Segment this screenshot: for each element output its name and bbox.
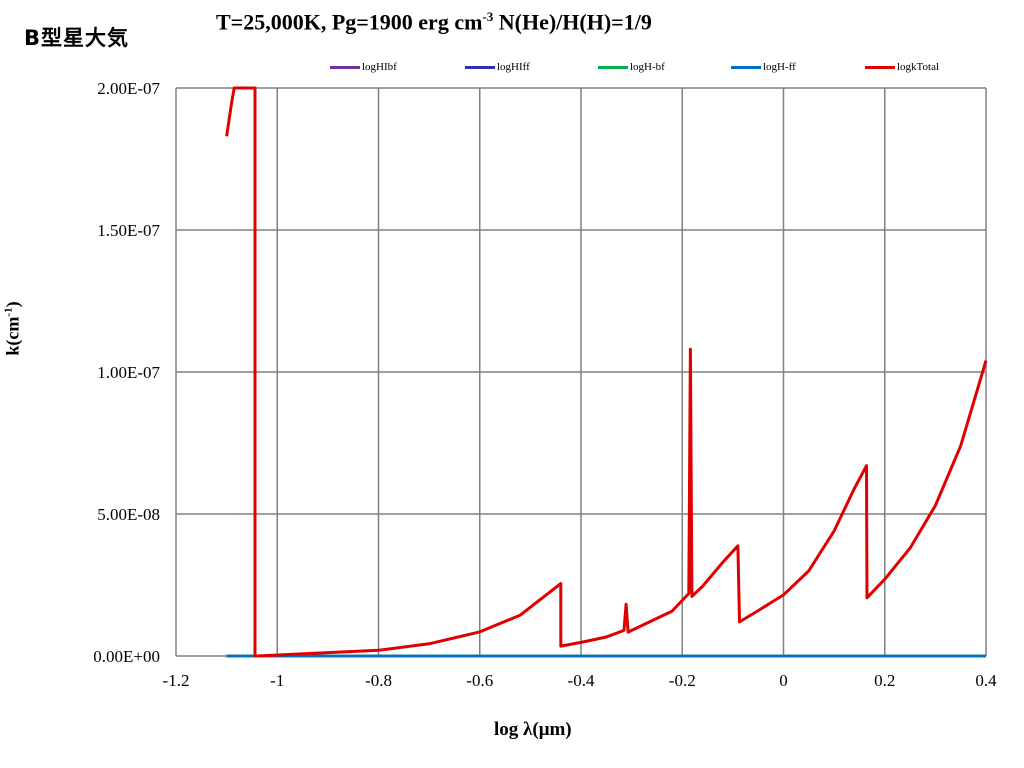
legend-label-loghbf: logH-bf [630, 61, 665, 73]
tick-labels: -1.2 -1 -0.8 -0.6 -0.4 -0.2 0 0.2 0.4 0.00E+00 5.0… [93, 79, 997, 690]
legend-swatch-loghiff [465, 65, 495, 69]
x-tick-label: 0.4 [975, 671, 997, 690]
x-tick-label: 0 [779, 671, 788, 690]
legend: logHIbf logHIff logH-bf logH-ff logkTota… [330, 61, 990, 75]
legend-swatch-loghibf [330, 65, 360, 69]
legend-swatch-loghbf [598, 65, 628, 69]
x-tick-label: -0.8 [365, 671, 392, 690]
legend-item-loghibf: logHIbf [330, 61, 397, 73]
x-tick-label: -1.2 [163, 671, 190, 690]
title-main: T=25,000K, Pg=1900 erg cm [216, 9, 483, 35]
side-label: B型星大気 [24, 26, 130, 50]
legend-swatch-loghff [731, 65, 761, 69]
y-tick-label: 5.00E-08 [97, 505, 160, 524]
y-tick-label: 1.00E-07 [97, 363, 160, 382]
x-tick-label: -1 [270, 671, 284, 690]
legend-label-logktotal: logkTotal [897, 61, 940, 73]
legend-label-loghibf: logHIbf [362, 61, 397, 73]
legend-swatch-logktotal [865, 65, 895, 69]
series-line-logktotal [225, 86, 988, 658]
chart-title: T=25,000K, Pg=1900 erg cm-3 N(He)/H(H)=1… [216, 9, 652, 35]
series-lines [225, 86, 988, 658]
x-tick-label: -0.2 [669, 671, 696, 690]
y-axis-label: k(cm-1) [3, 301, 24, 355]
legend-item-loghbf: logH-bf [598, 61, 665, 73]
legend-item-loghiff: logHIff [465, 61, 530, 73]
legend-label-loghff: logH-ff [763, 61, 796, 73]
legend-item-logktotal: logkTotal [865, 61, 939, 73]
x-tick-label: -0.4 [568, 671, 595, 690]
x-tick-label: 0.2 [874, 671, 895, 690]
y-tick-label: 1.50E-07 [97, 221, 160, 240]
x-tick-label: -0.6 [466, 671, 493, 690]
legend-item-loghff: logH-ff [731, 61, 796, 73]
y-axis-label-exponent: -1 [2, 307, 15, 317]
title-exponent: -3 [482, 9, 494, 24]
gridlines [175, 87, 987, 657]
legend-label-loghiff: logHIff [497, 61, 530, 73]
y-tick-label: 0.00E+00 [93, 647, 160, 666]
title-rest: N(He)/H(H)=1/9 [493, 9, 652, 35]
y-axis-label-main: k(cm [2, 316, 23, 356]
x-axis-label: log λ(μm) [494, 719, 572, 740]
y-tick-label: 2.00E-07 [97, 79, 160, 98]
y-axis-label-close: ) [2, 301, 23, 308]
